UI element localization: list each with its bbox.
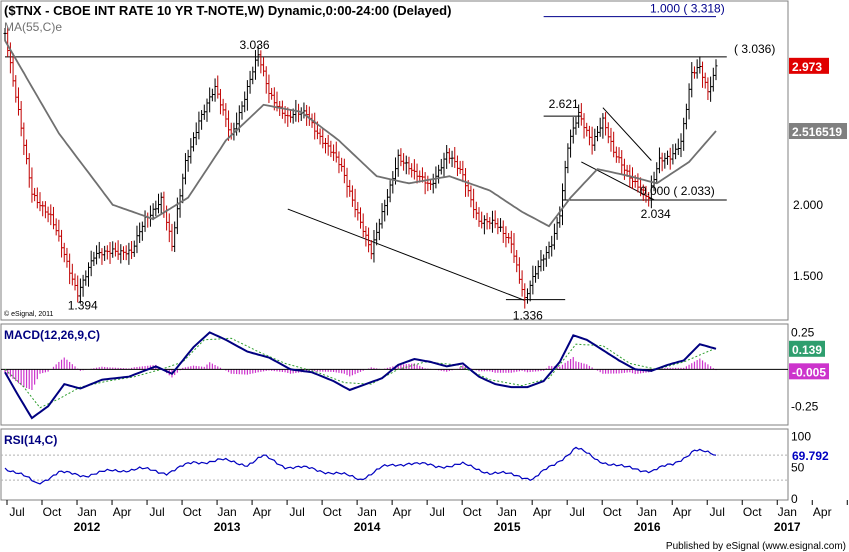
- year-label: 2016: [634, 520, 661, 534]
- month-label: Oct: [603, 505, 622, 519]
- month-label: Apr: [673, 505, 692, 519]
- rsi-value-badge: 69.792: [789, 447, 835, 464]
- month-label: Jul: [289, 505, 304, 519]
- rsi-tick-label: 50: [791, 461, 805, 475]
- year-label: 2012: [74, 520, 101, 534]
- price-annotations: 3.036 1.394 1.336 2.621 2.034 ( 3.036) 1.000 (…: [68, 2, 776, 323]
- month-label: Oct: [323, 505, 342, 519]
- macd-tick-label: 0.25: [791, 325, 815, 339]
- price-bars: [3, 27, 718, 309]
- rsi-panel: RSI(14,C) 100 50 0 69.792: [0, 428, 835, 506]
- price-annotation: 2.621: [549, 97, 579, 111]
- year-label: 2013: [214, 520, 241, 534]
- month-label: Oct: [183, 505, 202, 519]
- month-label: Jan: [217, 505, 236, 519]
- month-label: Jul: [149, 505, 164, 519]
- chart-title: ($TNX - CBOE INT RATE 10 YR T-NOTE,W) Dy…: [4, 3, 451, 18]
- macd-tick-label: -0.25: [791, 399, 819, 413]
- month-label: Apr: [533, 505, 552, 519]
- copyright-label: © eSignal, 2011: [4, 310, 54, 318]
- price-panel: 3.036 1.394 1.336 2.621 2.034 ( 3.036) 1.000 (…: [0, 0, 847, 323]
- footer-credit: Published by eSignal (www.esignal.com): [666, 541, 846, 552]
- svg-text:2.516519: 2.516519: [792, 125, 842, 139]
- rsi-tick-label: 0: [791, 492, 798, 506]
- year-label: 2015: [494, 520, 521, 534]
- month-label: Oct: [463, 505, 482, 519]
- month-label: Oct: [743, 505, 762, 519]
- month-label: Jan: [497, 505, 516, 519]
- macd-panel: MACD(12,26,9,C) 0.25 -0.25 0.139 -0.005: [0, 323, 829, 426]
- rsi-y-axis: 100 50 0 69.792: [789, 429, 835, 506]
- rsi-line: [4, 446, 717, 485]
- month-label: Apr: [813, 505, 832, 519]
- svg-text:-0.005: -0.005: [792, 365, 826, 379]
- rsi-title: RSI(14,C): [4, 433, 57, 447]
- price-bar: [714, 59, 718, 81]
- trendline: [581, 161, 655, 201]
- trendline: [287, 208, 525, 301]
- rsi-tick-label: 100: [791, 429, 811, 443]
- price-panel-frame: [0, 0, 789, 321]
- price-annotation: 1.336: [513, 309, 543, 323]
- macd-panel-frame: [0, 323, 789, 426]
- month-label: Jul: [9, 505, 24, 519]
- ma-indicator-label: MA(55,C)e: [4, 20, 62, 34]
- ma-value-badge: 2.516519: [789, 123, 847, 140]
- month-label: Jul: [710, 505, 725, 519]
- month-label: Jan: [77, 505, 96, 519]
- macd-hist-badge: -0.005: [789, 363, 829, 380]
- month-label: Jan: [357, 505, 376, 519]
- macd-value-badge: 0.139: [789, 340, 825, 357]
- price-y-axis: 2.000 1.500 2.973 2.516519: [789, 57, 847, 283]
- trendline: [602, 107, 652, 161]
- month-label: Jan: [778, 505, 797, 519]
- price-annotation: 3.036: [240, 38, 270, 52]
- month-label: Apr: [113, 505, 132, 519]
- macd-signal-line: [4, 337, 717, 409]
- month-label: Jul: [429, 505, 444, 519]
- price-tick-label: 1.500: [793, 269, 823, 283]
- macd-y-axis: 0.25 -0.25 0.139 -0.005: [789, 325, 829, 413]
- month-label: Apr: [253, 505, 272, 519]
- price-annotation: ( 3.036): [734, 42, 775, 56]
- svg-text:69.792: 69.792: [792, 449, 829, 463]
- year-label: 2014: [354, 520, 381, 534]
- price-annotation: 0.000 ( 2.033): [640, 184, 715, 198]
- last-price-badge: 2.973: [789, 57, 829, 74]
- svg-text:0.139: 0.139: [792, 343, 822, 357]
- rsi-panel-frame: [0, 428, 789, 501]
- price-tick-label: 2.000: [793, 198, 823, 212]
- price-trendlines: [287, 107, 655, 301]
- price-annotation: 1.394: [68, 298, 98, 312]
- price-levels: [5, 16, 727, 301]
- month-label: Oct: [43, 505, 62, 519]
- macd-title: MACD(12,26,9,C): [4, 328, 100, 342]
- macd-line: [4, 331, 717, 420]
- price-annotation: 2.034: [641, 207, 671, 221]
- price-annotation: 1.000 ( 3.318): [650, 2, 725, 16]
- month-label: Jan: [638, 505, 657, 519]
- year-label: 2017: [774, 520, 801, 534]
- ma-line: [4, 40, 717, 228]
- rsi-reference-lines: [1, 454, 788, 481]
- month-label: Jul: [570, 505, 585, 519]
- x-axis: Jul Oct Jan Apr Jul Oct Jan Apr Jul Oct Jan Apr Jul O…: [6, 500, 848, 534]
- svg-text:2.973: 2.973: [792, 60, 822, 74]
- month-label: Apr: [393, 505, 412, 519]
